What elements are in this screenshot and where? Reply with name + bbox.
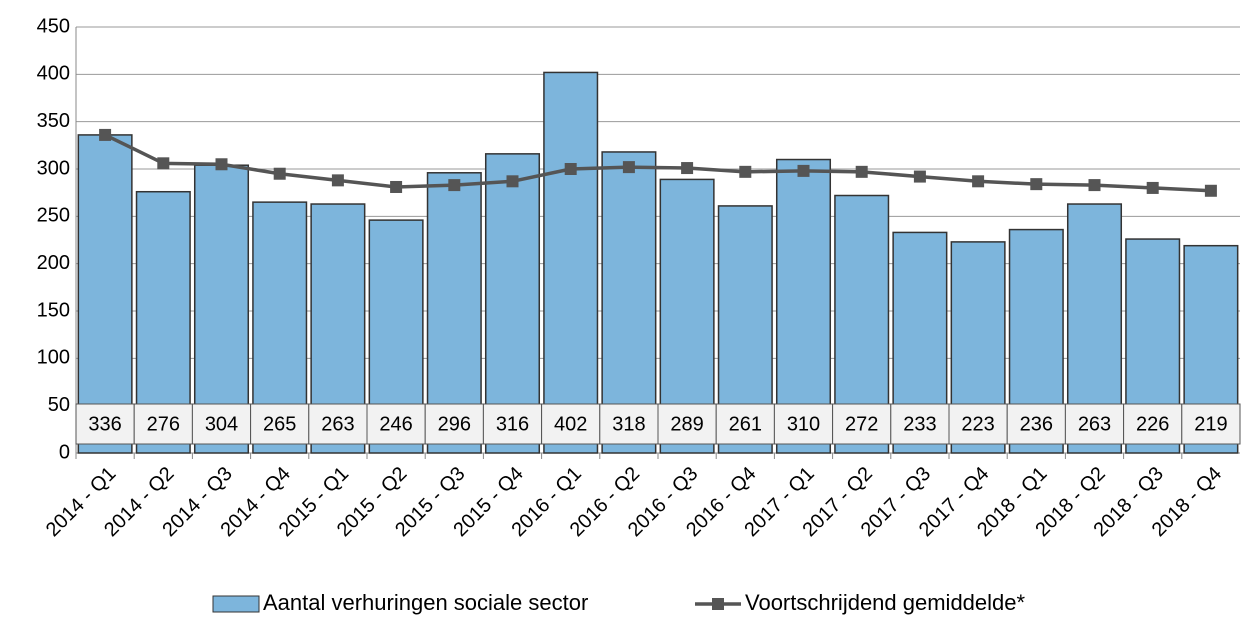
line-marker <box>1088 179 1101 192</box>
line-marker <box>215 158 228 171</box>
data-label-box <box>424 403 484 445</box>
data-label: 276 <box>147 413 180 435</box>
line-marker <box>622 161 635 174</box>
data-label: 236 <box>1020 413 1053 435</box>
line <box>104 133 1211 193</box>
line-marker <box>1146 181 1159 194</box>
y-tick-label: 300 <box>37 157 70 179</box>
data-label-box <box>133 403 193 445</box>
legend-label: Voortschrijdend gemiddelde* <box>745 590 1026 615</box>
data-label: 263 <box>1078 413 1111 435</box>
line-marker <box>506 175 519 188</box>
data-label-box <box>948 403 1008 445</box>
y-tick-label: 250 <box>37 205 70 227</box>
y-tick-label: 0 <box>59 441 70 463</box>
data-label: 263 <box>321 413 354 435</box>
line-marker <box>390 180 403 193</box>
data-label: 402 <box>554 413 587 435</box>
legend-swatch <box>212 595 260 613</box>
data-label-box <box>599 403 659 445</box>
legend-label: Aantal verhuringen sociale sector <box>263 590 588 615</box>
y-tick-label: 100 <box>37 347 70 369</box>
y-tick-label: 200 <box>37 252 70 274</box>
data-label-box <box>75 403 135 445</box>
data-label-box <box>1006 403 1066 445</box>
data-label-box <box>773 403 834 445</box>
data-label: 261 <box>729 413 762 435</box>
line-marker <box>331 174 344 187</box>
data-label: 219 <box>1194 413 1227 435</box>
line-marker <box>564 163 577 175</box>
data-label: 289 <box>670 413 703 435</box>
line-marker <box>273 167 286 180</box>
y-tick-label: 50 <box>48 394 70 416</box>
data-label: 223 <box>961 413 994 435</box>
data-label-box <box>715 403 775 445</box>
bar <box>543 71 599 454</box>
data-label: 318 <box>612 413 645 435</box>
line-marker <box>448 179 461 192</box>
line-marker <box>797 164 810 177</box>
bar <box>484 153 541 454</box>
data-label: 316 <box>496 413 529 435</box>
y-tick-label: 400 <box>37 63 70 85</box>
data-label-box <box>1123 403 1183 445</box>
line-marker <box>972 175 985 188</box>
line-marker <box>913 170 926 183</box>
y-tick-label: 450 <box>37 15 70 37</box>
data-label: 336 <box>88 413 121 435</box>
bar <box>601 151 657 454</box>
line-marker <box>1030 178 1043 191</box>
data-label: 233 <box>903 413 936 435</box>
y-tick-label: 350 <box>37 110 70 132</box>
legend-marker <box>712 598 724 610</box>
data-label-box <box>1181 403 1241 445</box>
data-label: 265 <box>263 413 296 435</box>
y-tick-label: 150 <box>37 299 70 321</box>
data-label: 296 <box>438 413 471 435</box>
data-label: 246 <box>379 413 412 435</box>
data-label-box <box>832 403 892 445</box>
data-label: 304 <box>205 413 238 435</box>
line-marker <box>99 128 112 141</box>
line-marker <box>157 157 170 170</box>
bar <box>77 134 133 454</box>
data-label-box <box>308 403 368 445</box>
data-label-box <box>191 403 252 445</box>
data-label: 272 <box>845 413 878 435</box>
data-label-box <box>482 403 543 445</box>
line-marker <box>855 165 868 178</box>
data-label: 226 <box>1136 413 1169 435</box>
data-label-box <box>1064 403 1125 445</box>
data-label-box <box>657 403 717 445</box>
line-marker <box>1204 184 1217 197</box>
line-marker <box>681 162 694 175</box>
line-marker <box>739 165 752 178</box>
data-label: 310 <box>787 413 820 435</box>
